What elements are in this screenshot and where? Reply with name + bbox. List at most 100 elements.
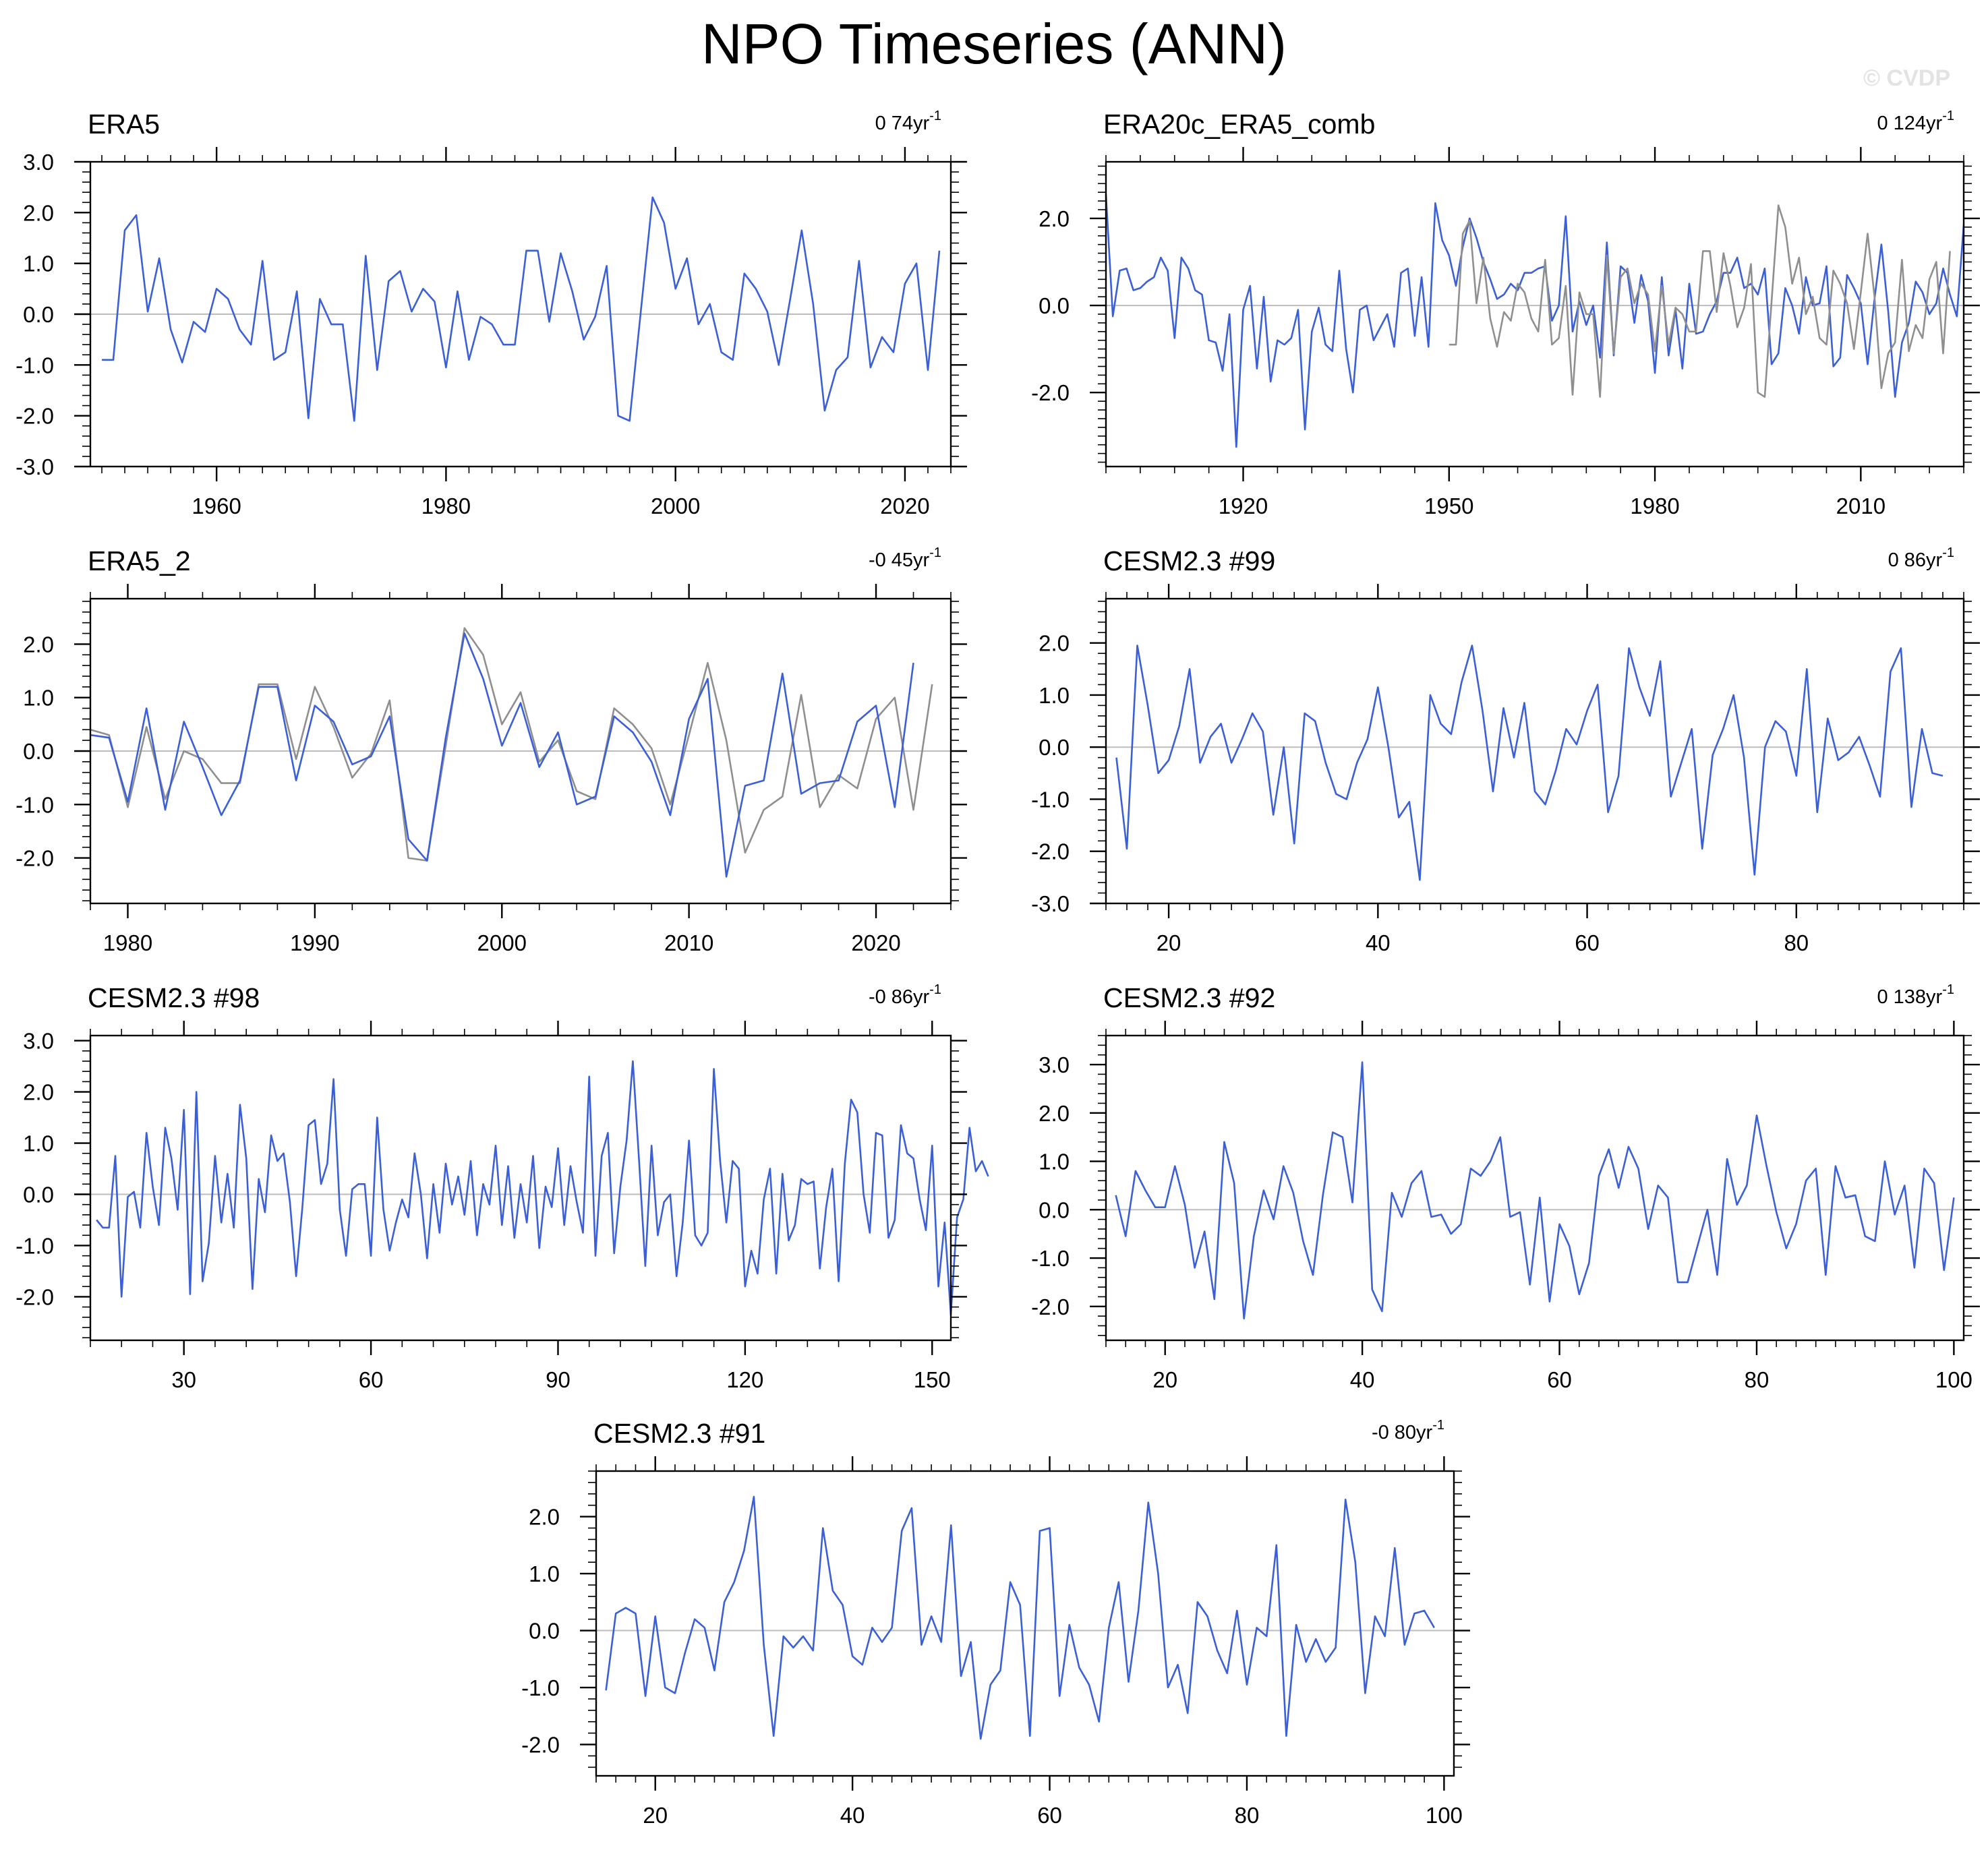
- x-tick-label: 20: [1157, 930, 1181, 955]
- panel-title: CESM2.3 #92: [1103, 982, 1275, 1013]
- y-tick-label: -2.0: [1031, 839, 1070, 864]
- y-tick-label: 2.0: [1039, 206, 1070, 231]
- y-tick-label: -2.0: [16, 846, 54, 871]
- y-tick-label: 0.0: [23, 302, 54, 327]
- chart-panel: 20 40 60 80 100 3.0 2.0 1.0 0.0 -1.0 -2.0 CESM2.3 #…: [1031, 982, 1980, 1392]
- x-tick-label: 20: [643, 1803, 668, 1828]
- x-tick-label: 1920: [1219, 494, 1268, 518]
- y-tick-label: -1.0: [521, 1675, 560, 1700]
- y-tick-label: -1.0: [1031, 1246, 1070, 1271]
- series-line-primary: [1115, 1061, 1955, 1319]
- x-tick-label: 1960: [192, 494, 241, 518]
- trend-value: 0 86yr: [1888, 549, 1943, 571]
- y-tick-label: -2.0: [521, 1733, 560, 1758]
- trend-exponent: -1: [929, 982, 941, 997]
- panel-title: ERA5: [88, 109, 160, 140]
- panels-group: 1960 1980 2000 20203.02.01.00.0-1.0-2.0-3.0…: [16, 109, 1980, 1828]
- y-tick-label: 0.0: [1039, 293, 1070, 318]
- series-line-primary: [605, 1495, 1435, 1740]
- y-tick-label: 0.0: [529, 1619, 560, 1644]
- y-tick-label: 0.0: [23, 739, 54, 764]
- x-tick-label: 2010: [1836, 494, 1885, 518]
- trend-value: 0 138yr: [1877, 986, 1942, 1008]
- x-tick-label: 2020: [880, 494, 929, 518]
- panel-title: CESM2.3 #91: [593, 1418, 765, 1449]
- y-tick-label: -1.0: [16, 792, 54, 817]
- trend-exponent: -1: [1942, 109, 1954, 123]
- x-tick-label: 1980: [421, 494, 471, 518]
- y-tick-label: -2.0: [16, 1284, 54, 1309]
- y-tick-label: 0.0: [1039, 735, 1070, 760]
- x-tick-label: 40: [1350, 1367, 1375, 1392]
- x-tick-label: 60: [1547, 1367, 1572, 1392]
- x-tick-label: 1980: [1630, 494, 1679, 518]
- y-tick-label: 3.0: [1039, 1052, 1070, 1077]
- y-tick-label: 2.0: [23, 632, 54, 657]
- trend-label: 0 74yr-1: [875, 109, 941, 134]
- x-tick-label: 1990: [290, 930, 339, 955]
- x-tick-label: 30: [171, 1367, 196, 1392]
- x-tick-label: 1980: [103, 930, 152, 955]
- x-tick-label: 2010: [664, 930, 713, 955]
- x-tick-label: 1950: [1424, 494, 1473, 518]
- panel-title: ERA20c_ERA5_comb: [1103, 109, 1375, 140]
- trend-exponent: -1: [929, 109, 941, 123]
- trend-value: 0 74yr: [875, 113, 930, 134]
- y-tick-label: 2.0: [23, 200, 54, 225]
- x-tick-label: 40: [1366, 930, 1391, 955]
- x-tick-label: 90: [546, 1367, 571, 1392]
- y-tick-label: 1.0: [1039, 1149, 1070, 1174]
- page-title: NPO Timeseries (ANN): [701, 12, 1287, 76]
- watermark-text: © CVDP: [1863, 65, 1950, 91]
- chart-panel: 30 60 90 120 150 3.0 2.0 1.0 0.0 -1.0 -2.0 CESM2.3 …: [16, 982, 989, 1392]
- y-tick-label: 2.0: [529, 1505, 560, 1530]
- trend-exponent: -1: [1942, 545, 1954, 560]
- plot-frame: [595, 1470, 1455, 1777]
- trend-value: 0 124yr: [1877, 113, 1942, 134]
- panel-title: ERA5_2: [88, 545, 191, 576]
- trend-exponent: -1: [929, 545, 941, 560]
- x-tick-label: 2000: [651, 494, 700, 518]
- x-tick-label: 80: [1745, 1367, 1770, 1392]
- y-tick-label: -3.0: [16, 454, 54, 479]
- trend-value: -0 86yr: [869, 986, 930, 1008]
- chart-panel: 20 40 60 80 2.0 1.0 0.0 -1.0 -2.0 -3.0 CESM2.3 #99…: [1031, 545, 1980, 955]
- chart-panel: 1920 1950 1980 2010 2.0 0.0 -2.0 ERA20c_ERA5_co…: [1031, 109, 1980, 518]
- trend-value: -0 80yr: [1372, 1422, 1433, 1443]
- y-tick-label: 1.0: [529, 1561, 560, 1586]
- trend-label: -0 86yr-1: [869, 982, 941, 1008]
- chart-panel: 20 40 60 80 100 2.0 1.0 0.0 -1.0 -2.0 CESM2.3 #91 -…: [521, 1418, 1470, 1828]
- y-tick-label: 2.0: [1039, 1101, 1070, 1126]
- y-tick-label: 1.0: [23, 251, 54, 276]
- series-line-primary: [90, 632, 914, 878]
- x-tick-label: 80: [1784, 930, 1809, 955]
- panel-title: CESM2.3 #98: [88, 982, 260, 1013]
- y-tick-label: 3.0: [23, 150, 54, 175]
- plot-frame: [89, 1034, 952, 1342]
- x-tick-label: 60: [359, 1367, 384, 1392]
- x-tick-label: 100: [1935, 1367, 1972, 1392]
- series-line-secondary: [90, 627, 933, 862]
- y-tick-label: -1.0: [16, 353, 54, 378]
- x-tick-label: 40: [840, 1803, 865, 1828]
- series-line-primary: [102, 196, 941, 422]
- y-tick-label: -2.0: [16, 404, 54, 429]
- x-tick-label: 150: [914, 1367, 951, 1392]
- x-tick-label: 100: [1426, 1803, 1463, 1828]
- series-line-primary: [1115, 645, 1943, 881]
- y-tick-label: -1.0: [16, 1233, 54, 1258]
- y-tick-label: 2.0: [23, 1080, 54, 1105]
- y-tick-label: 1.0: [1039, 683, 1070, 708]
- x-tick-label: 80: [1235, 1803, 1260, 1828]
- trend-label: -0 45yr-1: [869, 545, 941, 571]
- x-tick-label: 2000: [477, 930, 527, 955]
- y-tick-label: 2.0: [1039, 631, 1070, 656]
- y-tick-label: -2.0: [1031, 1294, 1070, 1319]
- panel-title: CESM2.3 #99: [1103, 545, 1275, 576]
- y-tick-label: 0.0: [23, 1182, 54, 1207]
- trend-exponent: -1: [1942, 982, 1954, 997]
- trend-value: -0 45yr: [869, 549, 930, 571]
- trend-label: 0 124yr-1: [1877, 109, 1954, 134]
- trend-label: -0 80yr-1: [1372, 1418, 1444, 1443]
